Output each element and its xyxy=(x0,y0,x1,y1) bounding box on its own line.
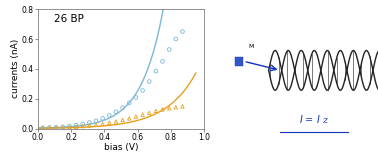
Point xyxy=(100,117,106,120)
Point xyxy=(67,126,73,128)
Point xyxy=(80,123,86,125)
Point xyxy=(146,112,152,114)
Point xyxy=(119,119,125,121)
Point xyxy=(160,60,166,63)
Point xyxy=(40,127,46,129)
Point xyxy=(126,117,132,120)
Point xyxy=(67,125,73,127)
Point xyxy=(166,48,172,51)
Point xyxy=(153,70,159,72)
Point xyxy=(86,124,92,127)
Point xyxy=(46,127,53,129)
Point xyxy=(106,122,112,124)
Y-axis label: currents (nA): currents (nA) xyxy=(11,39,20,99)
Point xyxy=(133,115,139,118)
Point xyxy=(113,111,119,113)
X-axis label: bias (V): bias (V) xyxy=(104,143,138,152)
Point xyxy=(40,127,46,129)
Point xyxy=(53,127,59,129)
Point xyxy=(160,108,166,111)
Point xyxy=(126,102,132,104)
Point xyxy=(153,110,159,112)
Point xyxy=(173,38,179,40)
Point xyxy=(93,119,99,122)
Point xyxy=(60,126,66,129)
Point xyxy=(100,123,106,125)
Point xyxy=(119,106,125,109)
Point xyxy=(180,105,186,108)
Point xyxy=(106,114,112,117)
Point xyxy=(166,107,172,109)
Text: 26 BP: 26 BP xyxy=(54,14,84,24)
Point xyxy=(80,125,86,127)
Point xyxy=(139,89,146,92)
Bar xyxy=(235,57,243,66)
Point xyxy=(73,124,79,127)
Point xyxy=(93,124,99,126)
Point xyxy=(73,125,79,128)
Point xyxy=(86,121,92,124)
Point xyxy=(139,113,146,116)
Point xyxy=(46,126,53,129)
Point xyxy=(133,96,139,99)
Point xyxy=(53,126,59,128)
Point xyxy=(180,30,186,33)
Text: M: M xyxy=(248,44,254,49)
Point xyxy=(146,80,152,83)
Point xyxy=(173,106,179,108)
Point xyxy=(113,120,119,123)
Text: $I$ = $I$ z: $I$ = $I$ z xyxy=(299,113,329,125)
Point xyxy=(60,125,66,128)
